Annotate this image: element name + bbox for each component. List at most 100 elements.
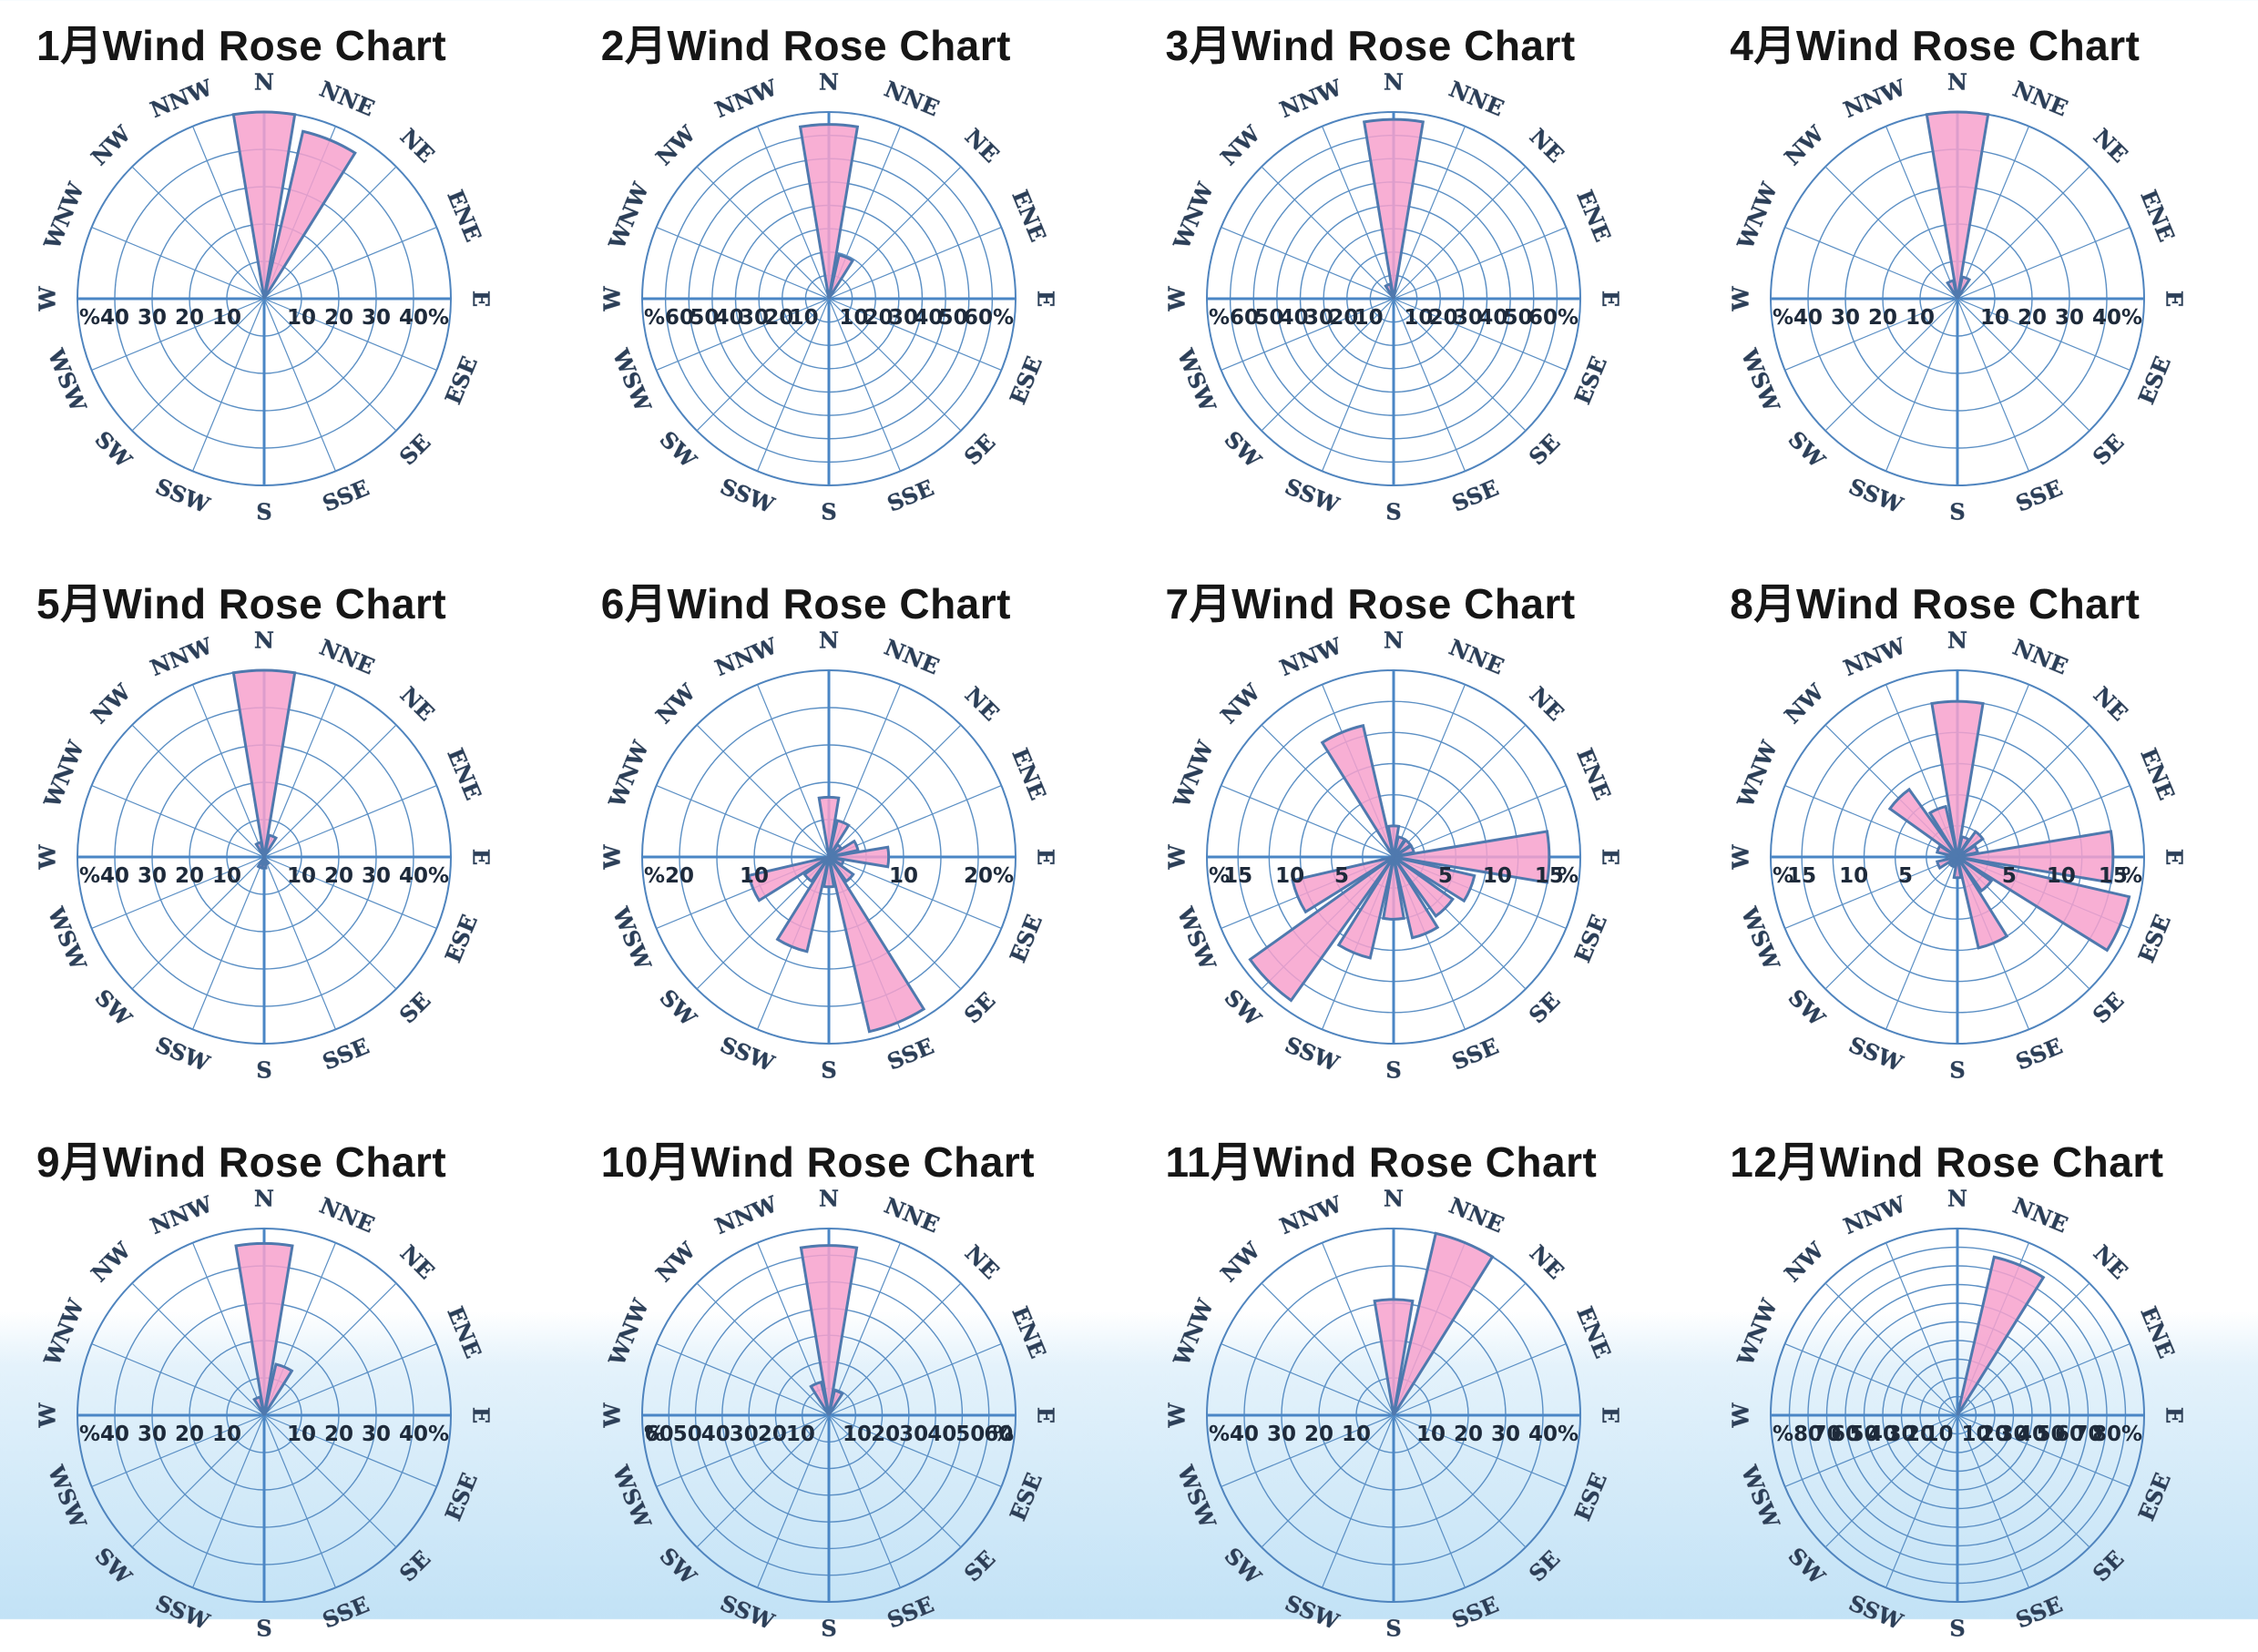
grid-spoke [1392, 298, 1466, 472]
direction-label: ESE [439, 352, 482, 408]
direction-label: SSE [2012, 1033, 2067, 1076]
rose-petal-se [827, 855, 855, 883]
unit-label: % [428, 864, 449, 888]
tick-label: 60 [644, 1423, 673, 1446]
direction-label: E [468, 291, 495, 307]
direction-label: N [1384, 69, 1404, 96]
direction-label: SE [2088, 987, 2130, 1029]
tick-label: 10 [1341, 1423, 1370, 1446]
tick-label: 30 [1490, 1423, 1519, 1446]
direction-label: SSW [1845, 473, 1908, 519]
tick-label: 50 [1850, 1423, 1879, 1446]
direction-label: SSW [1845, 1589, 1908, 1636]
tick-label: 60 [984, 1423, 1013, 1446]
direction-label: W [1163, 1402, 1190, 1428]
direction-label: NNE [881, 1192, 944, 1239]
tick-label: 40 [2018, 1423, 2047, 1446]
tick-label: 20 [175, 1423, 204, 1446]
chart-title: 1月Wind Rose Chart [36, 22, 447, 69]
tick-label: 20 [1868, 306, 1897, 330]
wind-rose-chart: N NNENEENEEESESESSESSSWSWWSWWWNWNWNNW1010… [1727, 68, 2188, 525]
tick-label: 5 [1334, 864, 1349, 888]
tick-label: 20 [1329, 306, 1358, 330]
direction-label: S [1385, 499, 1401, 525]
grid-spoke [1393, 784, 1567, 858]
grid-spoke [1321, 1242, 1395, 1416]
direction-label: W [1728, 1402, 1754, 1428]
direction-label: WNW [603, 178, 655, 253]
chart-title: 12月Wind Rose Chart [1730, 1138, 2164, 1186]
tick-label: 30 [362, 306, 391, 330]
direction-label: WSW [42, 1461, 92, 1533]
direction-label: N [1384, 627, 1404, 654]
rose-petal-n [1930, 699, 1986, 858]
direction-label: WSW [607, 902, 657, 974]
chart-title: 10月Wind Rose Chart [600, 1138, 1036, 1186]
rose-petal-n [231, 110, 297, 300]
grid-spoke [1393, 724, 1526, 858]
grid-spoke [1393, 1282, 1526, 1416]
direction-label: NNW [1275, 74, 1346, 123]
grid-spoke [1220, 784, 1394, 858]
grid-spoke [1393, 1414, 1567, 1488]
grid-spoke [263, 298, 337, 472]
direction-label: NW [1215, 1236, 1266, 1287]
tick-label: 40 [399, 306, 428, 330]
grid-spoke [696, 1414, 830, 1548]
grid-spoke [191, 1242, 265, 1416]
direction-label: ENE [2136, 186, 2181, 245]
direction-label: NW [650, 678, 701, 729]
direction-label: N [1947, 69, 1967, 96]
direction-label: NE [2089, 681, 2133, 726]
grid-spoke [1957, 298, 2090, 432]
tick-label: 30 [362, 1423, 391, 1446]
direction-label: ESE [1568, 911, 1611, 966]
direction-label: SW [1783, 984, 1832, 1033]
direction-label: SW [1219, 984, 1267, 1033]
grid-spoke [1393, 298, 1567, 372]
grid-spoke [828, 1414, 901, 1588]
grid-spoke [696, 1282, 830, 1416]
direction-label: E [1597, 291, 1623, 307]
tick-label: 10 [839, 306, 868, 330]
wind-rose-chart: N NNENEENEEESESESSESSSWSWWSWWWNWNWNNW1010… [1163, 1185, 1624, 1642]
direction-label: NNE [1445, 1192, 1507, 1239]
grid-spoke [1824, 298, 1958, 432]
rose-petal-se [1392, 855, 1455, 918]
unit-label: % [644, 306, 665, 330]
direction-label: WNW [603, 1294, 655, 1370]
grid-spoke [1393, 1342, 1567, 1416]
direction-label: WSW [1171, 902, 1221, 974]
direction-label: NNE [881, 76, 944, 122]
unit-label: % [993, 1423, 1014, 1446]
tick-label: 40 [2092, 306, 2121, 330]
tick-label: 20 [758, 1423, 787, 1446]
unit-label: % [2121, 306, 2142, 330]
direction-label: SSW [152, 1031, 215, 1077]
direction-label: SE [394, 429, 436, 471]
rose-petal-nnw [1946, 279, 1959, 300]
direction-label: SSW [716, 473, 779, 519]
grid-spoke [696, 724, 830, 858]
tick-label: 70 [2074, 1423, 2103, 1446]
unit-label: % [79, 306, 100, 330]
grid-spoke [131, 1414, 265, 1548]
grid-spoke [1957, 1342, 2130, 1416]
direction-label: WSW [607, 1461, 657, 1533]
unit-label: % [1557, 1423, 1578, 1446]
direction-label: S [821, 499, 836, 525]
direction-label: N [1947, 1186, 1967, 1212]
rose-petal-n [234, 1241, 294, 1416]
direction-label: WSW [1736, 902, 1786, 974]
grid-spoke [1261, 724, 1394, 858]
rose-petal-nne [827, 1388, 844, 1416]
direction-label: SW [1219, 426, 1267, 474]
tick-label: 80 [1793, 1423, 1823, 1446]
direction-label: NE [1524, 681, 1568, 726]
direction-label: SSE [884, 474, 938, 517]
direction-label: S [1950, 1057, 1966, 1084]
direction-label: WSW [42, 344, 92, 416]
wind-rose-chart: N NNENEENEEESESESSESSSWSWWSWWWNWNWNNW1010… [1727, 1185, 2188, 1642]
tick-label: 10 [789, 306, 818, 330]
